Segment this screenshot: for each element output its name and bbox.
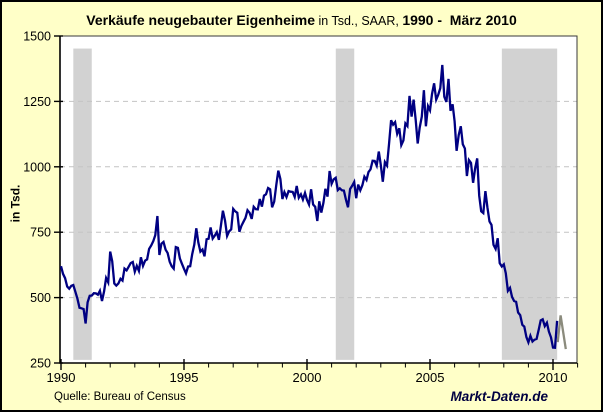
x-tick-label: 1995 <box>170 370 199 385</box>
y-tick-label: 750 <box>30 226 51 240</box>
source-note: Quelle: Bureau of Census <box>54 391 186 403</box>
recession-band <box>73 48 92 360</box>
y-tick-label: 1250 <box>23 95 51 109</box>
recession-band <box>335 48 355 360</box>
y-tick-label: 1000 <box>23 160 51 174</box>
y-tick-label: 250 <box>30 357 51 371</box>
data-line <box>59 64 559 350</box>
chart-title-daterange: 1990 - März 2010 <box>402 12 517 28</box>
x-tick-label: 2000 <box>293 370 322 385</box>
plot-area <box>60 36 577 363</box>
y-tick-label: 500 <box>30 291 51 305</box>
latest-value-marker <box>556 315 567 350</box>
chart-title-subtitle: in Tsd., SAAR, <box>315 14 403 28</box>
brand-logo: Markt-Daten.de <box>450 389 548 404</box>
x-tick-label: 2010 <box>539 370 568 385</box>
chart-title-main: Verkäufe neugebauter Eigenheime <box>86 12 316 28</box>
x-tick-label: 1990 <box>47 370 76 385</box>
chart-title: Verkäufe neugebauter Eigenheime in Tsd.,… <box>2 12 601 30</box>
y-tick-label: 1500 <box>23 30 51 44</box>
x-tick-label: 2005 <box>416 370 445 385</box>
recession-band <box>501 48 558 360</box>
